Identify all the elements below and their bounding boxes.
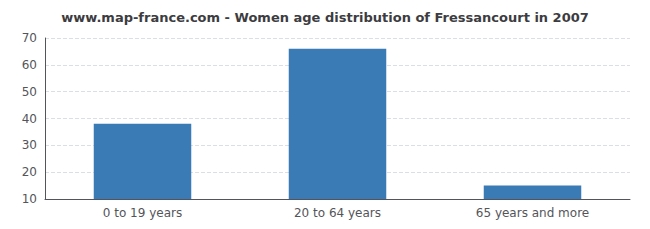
svg-text:30: 30: [22, 138, 37, 152]
svg-text:60: 60: [22, 58, 37, 72]
svg-text:70: 70: [22, 31, 37, 45]
svg-text:20: 20: [22, 165, 37, 179]
svg-text:www.map-france.com - Women age: www.map-france.com - Women age distribut…: [61, 10, 589, 25]
svg-text:50: 50: [22, 85, 37, 99]
svg-text:0 to 19 years: 0 to 19 years: [103, 206, 182, 220]
svg-text:40: 40: [22, 112, 37, 126]
svg-text:65 years and more: 65 years and more: [476, 206, 589, 220]
svg-text:20 to 64 years: 20 to 64 years: [294, 206, 381, 220]
svg-text:10: 10: [22, 192, 37, 206]
